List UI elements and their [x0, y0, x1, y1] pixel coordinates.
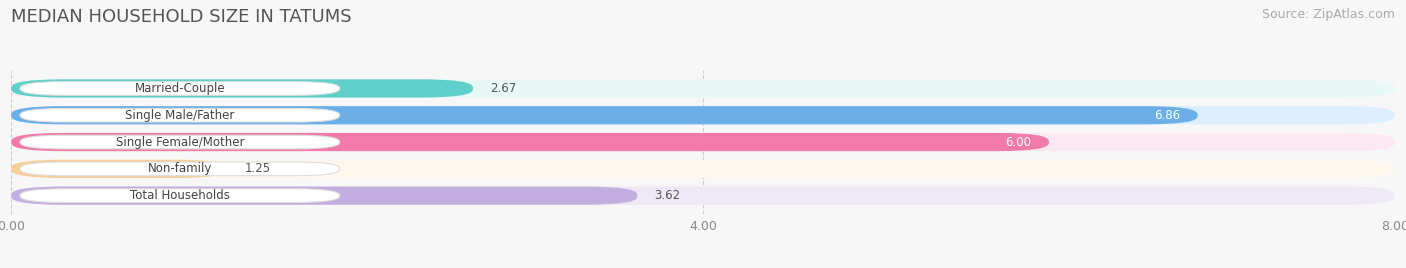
- FancyBboxPatch shape: [11, 106, 1395, 124]
- FancyBboxPatch shape: [11, 187, 1395, 205]
- FancyBboxPatch shape: [11, 106, 1198, 124]
- FancyBboxPatch shape: [20, 109, 340, 122]
- Text: Single Male/Father: Single Male/Father: [125, 109, 235, 122]
- FancyBboxPatch shape: [20, 82, 340, 95]
- FancyBboxPatch shape: [20, 162, 340, 176]
- FancyBboxPatch shape: [11, 79, 1395, 98]
- FancyBboxPatch shape: [20, 189, 340, 203]
- Text: 3.62: 3.62: [655, 189, 681, 202]
- Text: Source: ZipAtlas.com: Source: ZipAtlas.com: [1261, 8, 1395, 21]
- Text: 6.00: 6.00: [1005, 136, 1032, 148]
- FancyBboxPatch shape: [11, 160, 1395, 178]
- FancyBboxPatch shape: [11, 160, 228, 178]
- FancyBboxPatch shape: [11, 79, 472, 98]
- Text: Married-Couple: Married-Couple: [135, 82, 225, 95]
- Text: 2.67: 2.67: [491, 82, 516, 95]
- FancyBboxPatch shape: [11, 133, 1395, 151]
- FancyBboxPatch shape: [11, 133, 1049, 151]
- FancyBboxPatch shape: [20, 135, 340, 149]
- Text: 6.86: 6.86: [1154, 109, 1180, 122]
- FancyBboxPatch shape: [11, 187, 637, 205]
- Text: MEDIAN HOUSEHOLD SIZE IN TATUMS: MEDIAN HOUSEHOLD SIZE IN TATUMS: [11, 8, 352, 26]
- Text: Single Female/Mother: Single Female/Mother: [115, 136, 245, 148]
- Text: Total Households: Total Households: [129, 189, 229, 202]
- Text: Non-family: Non-family: [148, 162, 212, 175]
- Text: 1.25: 1.25: [245, 162, 271, 175]
